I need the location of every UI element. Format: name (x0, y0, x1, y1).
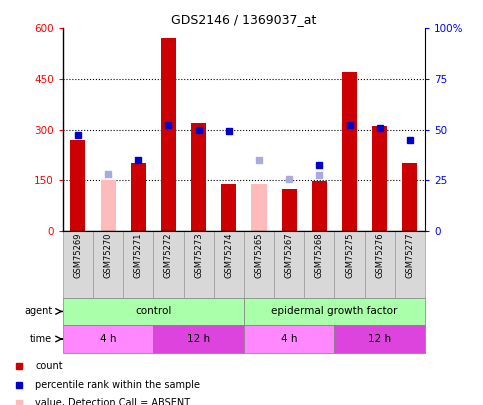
Bar (372, 126, 387, 231)
Bar (161, 38, 176, 231)
Text: GSM75265: GSM75265 (255, 233, 264, 278)
Text: GSM75275: GSM75275 (345, 233, 354, 278)
Bar (93, 231, 123, 298)
Bar (131, 163, 146, 231)
Bar (213, 231, 244, 298)
Text: value, Detection Call = ABSENT: value, Detection Call = ABSENT (35, 399, 191, 405)
Bar (282, 189, 297, 231)
Bar (244, 298, 425, 325)
Bar (71, 140, 85, 231)
Text: count: count (35, 360, 63, 371)
Bar (365, 231, 395, 298)
Text: 4 h: 4 h (100, 334, 116, 344)
Bar (63, 325, 154, 353)
Text: GSM75276: GSM75276 (375, 233, 384, 279)
Text: agent: agent (24, 307, 52, 316)
Text: GSM75274: GSM75274 (224, 233, 233, 278)
Bar (395, 231, 425, 298)
Text: control: control (135, 307, 171, 316)
Bar (244, 231, 274, 298)
Title: GDS2146 / 1369037_at: GDS2146 / 1369037_at (171, 13, 316, 26)
Text: GSM75269: GSM75269 (73, 233, 83, 278)
Text: 4 h: 4 h (281, 334, 298, 344)
Bar (63, 231, 93, 298)
Bar (274, 231, 304, 298)
Bar (244, 325, 334, 353)
Text: GSM75273: GSM75273 (194, 233, 203, 279)
Text: GSM75277: GSM75277 (405, 233, 414, 279)
Bar (100, 180, 115, 231)
Bar (312, 181, 327, 231)
Bar (63, 298, 244, 325)
Bar (342, 72, 357, 231)
Text: epidermal growth factor: epidermal growth factor (271, 307, 398, 316)
Bar (184, 231, 213, 298)
Text: GSM75267: GSM75267 (284, 233, 294, 279)
Text: 12 h: 12 h (368, 334, 391, 344)
Text: percentile rank within the sample: percentile rank within the sample (35, 379, 200, 390)
Text: GSM75271: GSM75271 (134, 233, 143, 278)
Bar (154, 231, 184, 298)
Text: 12 h: 12 h (187, 334, 210, 344)
Bar (304, 231, 334, 298)
Bar (334, 325, 425, 353)
Bar (123, 231, 154, 298)
Bar (252, 183, 267, 231)
Text: GSM75270: GSM75270 (103, 233, 113, 278)
Bar (154, 325, 244, 353)
Bar (221, 183, 236, 231)
Text: GSM75272: GSM75272 (164, 233, 173, 278)
Bar (191, 123, 206, 231)
Text: GSM75268: GSM75268 (315, 233, 324, 279)
Bar (334, 231, 365, 298)
Text: time: time (30, 334, 52, 344)
Bar (402, 163, 417, 231)
